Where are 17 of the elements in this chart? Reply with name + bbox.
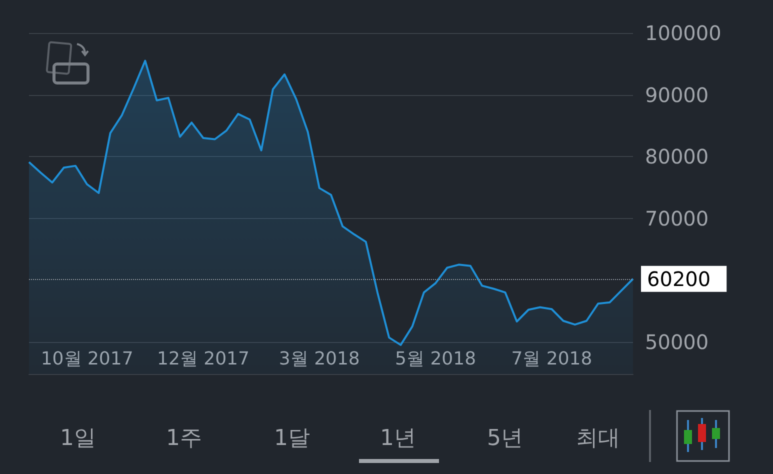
text: 5년 <box>487 425 523 453</box>
x-tick-label: 7월 2018 <box>511 348 592 370</box>
text: 1년 <box>380 425 416 453</box>
x-tick-label: 5월 2018 <box>395 348 476 370</box>
y-tick-label: 50000 <box>645 330 709 354</box>
text: 최대 <box>576 425 620 453</box>
x-tick-label: 12월 2017 <box>157 348 250 370</box>
x-tick-label: 3월 2018 <box>278 348 360 370</box>
y-tick-label: 90000 <box>645 82 709 107</box>
y-tick-label: 70000 <box>645 206 709 230</box>
y-tick-label: 80000 <box>645 144 709 169</box>
text: 1주 <box>166 425 202 453</box>
x-tick-label: 10월 2017 <box>40 348 134 370</box>
text: 1일 <box>60 425 96 453</box>
text: 1달 <box>274 425 310 453</box>
y-tick-label: 100000 <box>645 21 722 45</box>
ref-line-label: 60200 <box>647 266 711 291</box>
